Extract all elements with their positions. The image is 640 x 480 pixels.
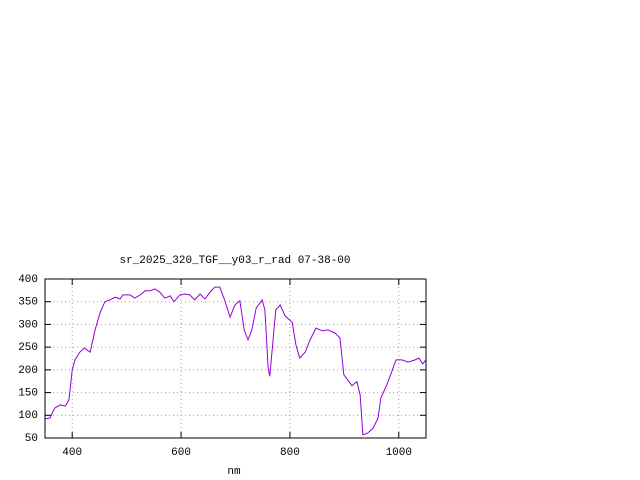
x-tick-label: 400 — [62, 447, 82, 459]
x-tick-label: 600 — [171, 447, 191, 459]
x-tick-label: 1000 — [386, 447, 412, 459]
plot-area: 50 100 150 200 250 300 350 400 400 600 800 1000 — [18, 274, 427, 459]
x-tick-label: 800 — [280, 447, 300, 459]
y-tick-label: 150 — [18, 387, 38, 399]
y-tick-label: 350 — [18, 297, 38, 309]
x-axis-label: nm — [227, 466, 241, 478]
y-tick-label: 50 — [25, 433, 38, 445]
data-line — [44, 286, 427, 436]
y-tick-label: 100 — [18, 410, 38, 422]
plot-border — [44, 278, 427, 439]
y-tick-label: 250 — [18, 342, 38, 354]
y-tick-label: 300 — [18, 319, 38, 331]
chart-title: sr_2025_320_TGF__y03_r_rad 07-38-00 — [119, 255, 350, 267]
y-tick-label: 400 — [18, 274, 38, 286]
y-tick-label: 200 — [18, 365, 38, 377]
